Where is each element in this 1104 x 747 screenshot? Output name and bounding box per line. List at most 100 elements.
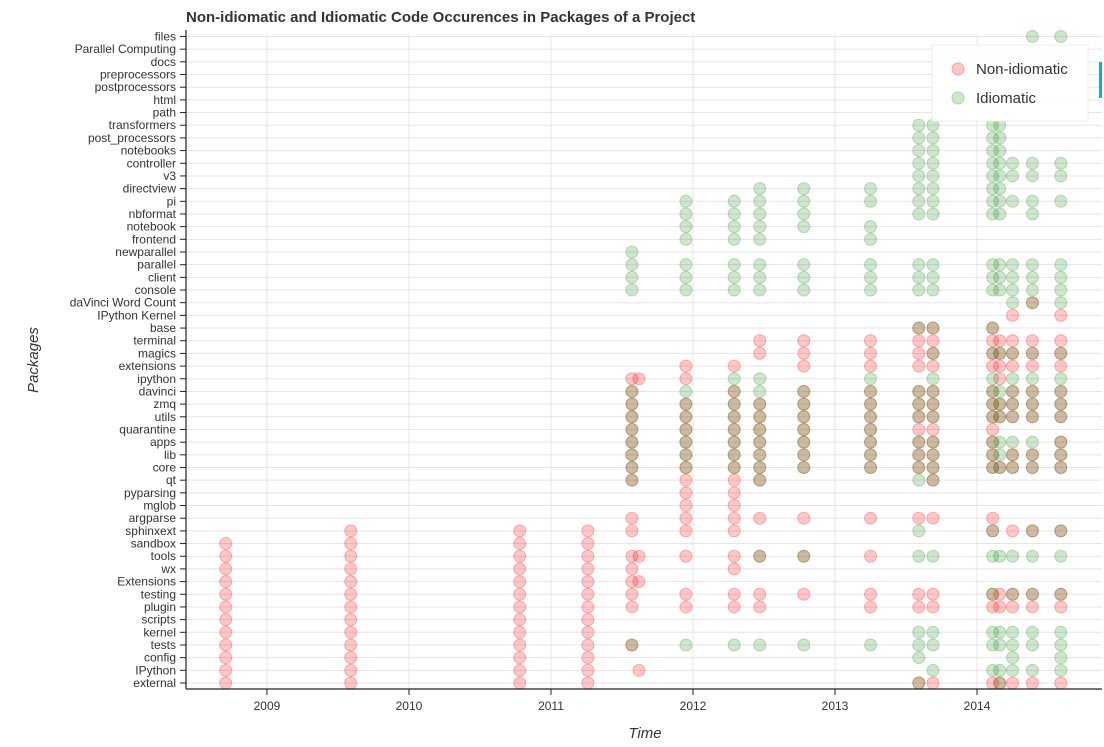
data-point-non-idiomatic xyxy=(993,372,1007,386)
y-tick-label: tests xyxy=(151,638,176,652)
legend-label-non-idiomatic: Non-idiomatic xyxy=(976,61,1068,78)
data-point-non-idiomatic xyxy=(344,676,358,690)
data-point-non-idiomatic xyxy=(581,663,595,677)
data-point-idiomatic xyxy=(864,461,878,474)
data-point-non-idiomatic xyxy=(513,613,527,627)
data-point-idiomatic xyxy=(1006,258,1020,272)
data-point-idiomatic xyxy=(1025,283,1039,297)
data-point-idiomatic xyxy=(1025,663,1039,677)
y-tick-label: ipython xyxy=(137,372,176,386)
data-point-idiomatic xyxy=(912,549,926,563)
data-point-non-idiomatic xyxy=(679,359,693,373)
data-point-idiomatic xyxy=(1054,435,1068,449)
legend[interactable]: Non-idiomatic Idiomatic xyxy=(931,44,1102,122)
data-point-non-idiomatic xyxy=(219,549,233,563)
y-tick-label: Extensions xyxy=(117,575,176,589)
data-point-non-idiomatic xyxy=(864,461,878,474)
x-tick-label: 2009 xyxy=(254,699,281,713)
data-point-non-idiomatic xyxy=(581,613,595,627)
data-point-idiomatic xyxy=(797,448,811,462)
data-point-non-idiomatic xyxy=(864,587,878,601)
data-point-idiomatic xyxy=(912,524,926,538)
y-tick-label: terminal xyxy=(133,334,176,348)
data-point-idiomatic xyxy=(912,194,926,208)
data-point-non-idiomatic xyxy=(344,549,358,563)
data-point-non-idiomatic xyxy=(753,511,767,525)
data-point-non-idiomatic xyxy=(753,346,767,360)
data-point-idiomatic xyxy=(1054,638,1068,652)
y-tick-label: testing xyxy=(141,587,176,601)
data-point-non-idiomatic xyxy=(625,435,639,449)
data-point-idiomatic xyxy=(753,372,767,386)
data-point-idiomatic xyxy=(727,283,741,297)
data-point-non-idiomatic xyxy=(625,638,639,652)
data-point-non-idiomatic xyxy=(679,435,693,449)
data-point-non-idiomatic xyxy=(1006,334,1020,348)
data-point-non-idiomatic xyxy=(513,638,527,652)
data-point-non-idiomatic xyxy=(344,625,358,639)
data-point-non-idiomatic xyxy=(625,575,639,589)
data-point-idiomatic xyxy=(797,220,811,234)
data-point-idiomatic xyxy=(753,232,767,246)
data-point-idiomatic xyxy=(1054,169,1068,183)
data-point-idiomatic xyxy=(912,435,926,449)
data-point-non-idiomatic xyxy=(1054,676,1068,690)
data-point-non-idiomatic xyxy=(986,422,1000,436)
data-point-non-idiomatic xyxy=(727,524,741,538)
data-point-idiomatic xyxy=(753,220,767,234)
data-point-idiomatic xyxy=(797,270,811,284)
data-point-idiomatic xyxy=(625,461,639,474)
data-point-non-idiomatic xyxy=(1025,359,1039,373)
data-point-idiomatic xyxy=(986,258,1000,272)
y-tick-label: docs xyxy=(151,55,176,69)
data-point-idiomatic xyxy=(1006,549,1020,563)
data-point-idiomatic xyxy=(679,194,693,208)
data-point-idiomatic xyxy=(1054,524,1068,538)
data-point-non-idiomatic xyxy=(986,384,1000,398)
data-point-idiomatic xyxy=(625,448,639,462)
data-point-idiomatic xyxy=(753,182,767,196)
data-point-non-idiomatic xyxy=(864,359,878,373)
data-point-idiomatic xyxy=(625,258,639,272)
data-point-non-idiomatic xyxy=(753,549,767,563)
data-point-non-idiomatic xyxy=(219,663,233,677)
data-point-non-idiomatic xyxy=(986,511,1000,525)
data-point-idiomatic xyxy=(912,156,926,170)
data-point-idiomatic xyxy=(993,676,1007,690)
data-point-non-idiomatic xyxy=(581,676,595,690)
data-point-non-idiomatic xyxy=(625,600,639,614)
data-point-non-idiomatic xyxy=(797,397,811,411)
data-point-idiomatic xyxy=(1025,587,1039,601)
data-point-non-idiomatic xyxy=(625,397,639,411)
data-point-idiomatic xyxy=(1054,587,1068,601)
data-point-idiomatic xyxy=(993,258,1007,272)
data-point-idiomatic xyxy=(1054,384,1068,398)
y-axis-label: Packages xyxy=(25,327,42,393)
data-point-non-idiomatic xyxy=(727,549,741,563)
data-point-idiomatic xyxy=(1006,384,1020,398)
data-point-non-idiomatic xyxy=(727,422,741,436)
data-point-idiomatic xyxy=(864,410,878,424)
data-point-non-idiomatic xyxy=(926,511,940,525)
data-point-non-idiomatic xyxy=(727,600,741,614)
data-point-non-idiomatic xyxy=(581,625,595,639)
data-point-non-idiomatic xyxy=(581,575,595,589)
y-tick-label: lib xyxy=(164,448,176,462)
data-point-idiomatic xyxy=(753,397,767,411)
data-point-idiomatic xyxy=(679,435,693,449)
data-point-idiomatic xyxy=(926,435,940,449)
data-point-non-idiomatic xyxy=(912,435,926,449)
data-point-idiomatic xyxy=(1054,448,1068,462)
data-point-idiomatic xyxy=(864,422,878,436)
data-point-non-idiomatic xyxy=(753,334,767,348)
data-point-non-idiomatic xyxy=(625,372,639,386)
data-point-non-idiomatic xyxy=(986,448,1000,462)
data-point-non-idiomatic xyxy=(753,473,767,487)
data-point-idiomatic xyxy=(679,232,693,246)
data-point-non-idiomatic xyxy=(912,587,926,601)
y-tick-label: sphinxext xyxy=(125,524,176,538)
data-point-non-idiomatic xyxy=(912,422,926,436)
data-point-idiomatic xyxy=(1054,270,1068,284)
data-point-non-idiomatic xyxy=(1054,308,1068,322)
data-point-idiomatic xyxy=(993,169,1007,183)
